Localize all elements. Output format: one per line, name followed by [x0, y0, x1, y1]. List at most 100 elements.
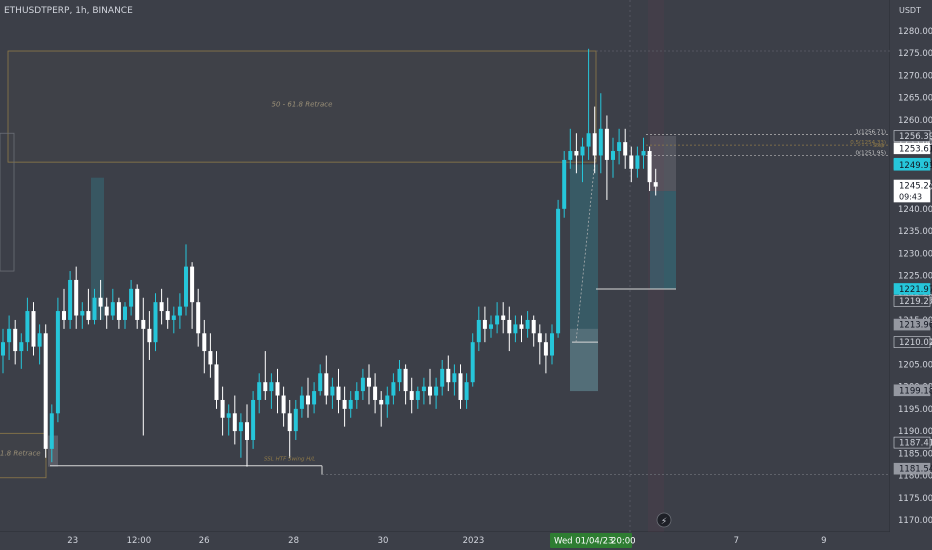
candle-body	[86, 311, 91, 320]
candle-body	[312, 391, 317, 405]
price-label-box	[893, 179, 931, 203]
candle-body	[440, 368, 445, 387]
price-tick-label: 1265.00	[898, 94, 932, 104]
candle-body	[434, 386, 439, 396]
candle-body	[403, 368, 408, 392]
candle-body	[232, 413, 237, 432]
candle-body	[251, 399, 256, 440]
candle-body	[550, 333, 554, 356]
candle-body	[165, 311, 170, 320]
time-tick-label: 23	[67, 536, 78, 546]
candle-body	[360, 377, 365, 392]
zone-label: 50 - 61.8 Retrace	[272, 101, 333, 109]
candle-body	[574, 151, 579, 156]
price-tick-label: 1225.00	[898, 272, 932, 282]
price-label: 1249.91	[899, 161, 932, 171]
projection-box	[570, 328, 598, 392]
projection-box	[650, 191, 676, 289]
candle-body	[141, 319, 146, 329]
price-label: 1219.27	[899, 297, 932, 307]
candle-body	[49, 413, 54, 449]
candle-body	[238, 422, 243, 432]
price-tick-label: 1170.00	[898, 516, 932, 526]
time-cursor-badge	[550, 533, 633, 548]
candle-body	[159, 302, 164, 312]
candle-body	[13, 328, 18, 352]
price-label: 1210.02	[899, 338, 932, 348]
candle-body	[629, 155, 634, 169]
price-tick-label: 1230.00	[898, 249, 932, 259]
candle-body	[543, 342, 548, 356]
candle-body	[592, 133, 597, 156]
candle-body	[275, 382, 280, 396]
candle-body	[562, 159, 567, 209]
candle-body	[31, 311, 36, 347]
candle-body	[116, 302, 121, 320]
candle-body	[318, 373, 323, 392]
candle-body	[531, 319, 536, 334]
candle-body	[196, 302, 201, 334]
candle-body	[446, 368, 451, 383]
candle-body	[556, 208, 561, 334]
time-cursor-time: 20:00	[611, 537, 636, 547]
candle-body	[653, 182, 658, 187]
time-tick-label: 28	[288, 536, 299, 546]
time-tick-label: 7	[734, 536, 739, 546]
candle-body	[519, 324, 524, 329]
plot-background	[0, 0, 890, 532]
price-label: 1245.24	[899, 182, 932, 192]
price-tick-label: 1275.00	[898, 49, 932, 59]
candle-body	[391, 382, 396, 396]
candle-body	[74, 279, 79, 316]
candle-body	[62, 311, 66, 320]
candle-body	[190, 266, 195, 303]
projection-box	[570, 164, 598, 392]
lightning-glyph: ⚡	[661, 517, 667, 527]
candle-body	[257, 382, 262, 400]
candle-body	[245, 422, 249, 440]
candle-body	[409, 391, 414, 400]
price-tick-label: 1280.00	[898, 27, 932, 37]
price-label: 1221.97	[899, 285, 932, 295]
candle-body	[415, 391, 420, 400]
candle-body	[330, 386, 335, 396]
candle-body	[397, 368, 402, 383]
candle-body	[287, 413, 292, 432]
price-tick-label: 1235.00	[898, 227, 932, 237]
candle-body	[208, 351, 213, 365]
candle-body	[507, 319, 512, 334]
lightning-icon[interactable]	[656, 512, 672, 528]
time-tick-label: 26	[199, 536, 210, 546]
candle-body	[373, 386, 378, 400]
candle-body	[263, 382, 268, 392]
candle-body	[367, 377, 371, 387]
candle-body	[617, 142, 622, 152]
candle-body	[19, 342, 24, 352]
annotations: 50 - 61.8 Retrace 1.8 Retrace SSL HTF Swin…	[0, 101, 886, 463]
price-label-box	[893, 142, 931, 155]
price-tick-label: 1240.00	[898, 205, 932, 215]
candle-body	[306, 395, 310, 405]
candle-body	[214, 364, 219, 400]
candle-body	[184, 266, 188, 307]
candle-body	[379, 399, 384, 405]
candle-body	[635, 155, 640, 169]
candle-body	[354, 391, 359, 400]
candle-body	[525, 319, 530, 329]
fib-label: 0(1251.95)	[855, 151, 886, 157]
price-tick-label: 1205.00	[898, 360, 932, 370]
price-label-box	[893, 158, 931, 171]
countdown-label: 09:43	[899, 193, 922, 202]
candle-body	[92, 297, 97, 320]
time-axis-background	[0, 532, 932, 550]
candle-body	[43, 333, 48, 449]
price-label: 1256.39	[899, 132, 932, 142]
shaded-boxes	[48, 0, 676, 532]
fib-mid-label: Stop	[873, 143, 884, 149]
candle-body	[7, 328, 12, 343]
price-tick-label: 1190.00	[898, 427, 932, 437]
time-tick-label: 12:00	[127, 536, 152, 546]
